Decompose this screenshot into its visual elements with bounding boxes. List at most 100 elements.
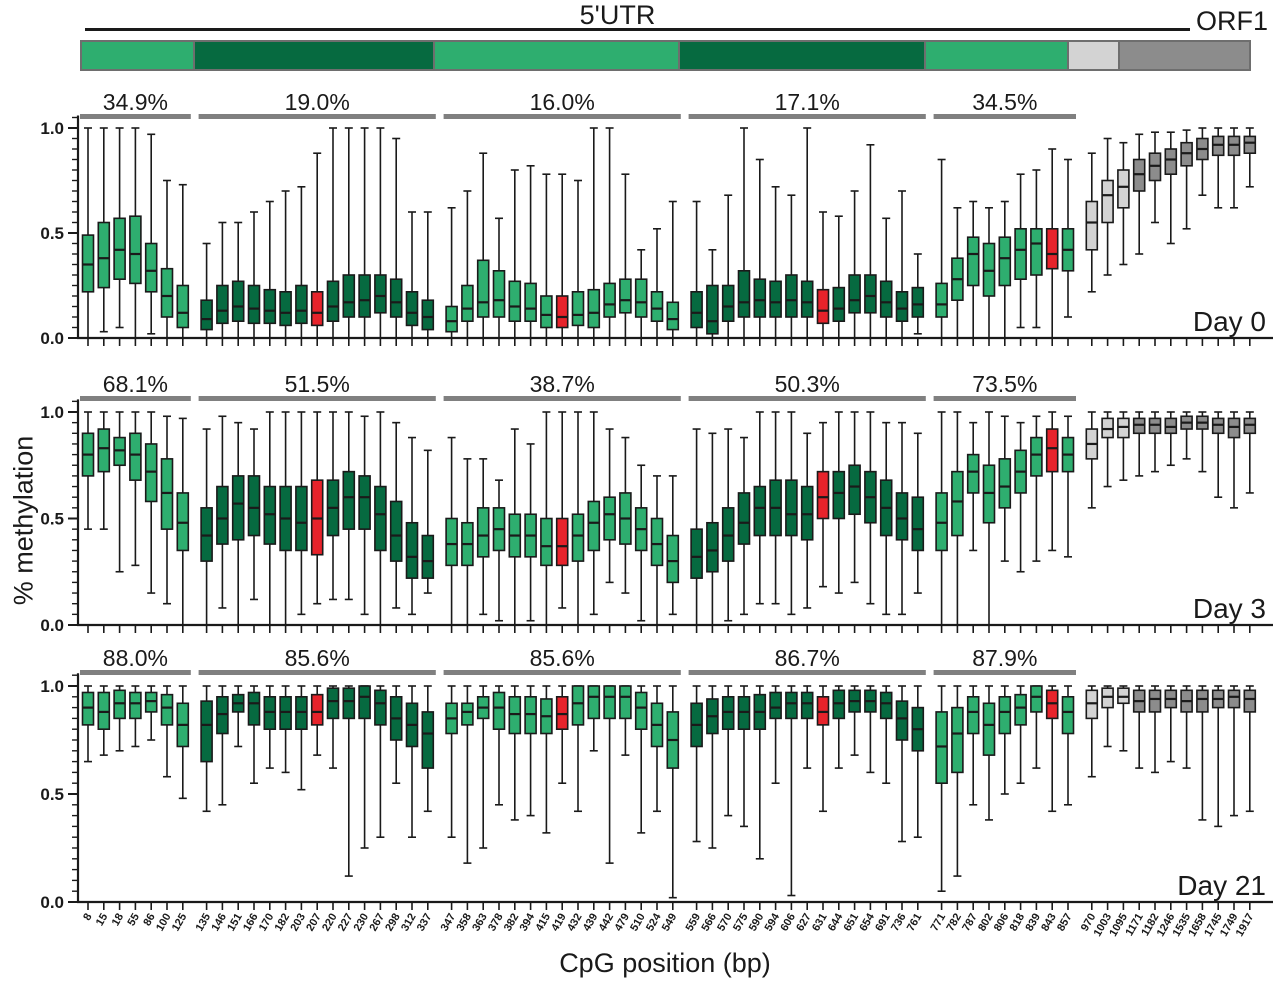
x-tick-label: 415 (533, 912, 553, 934)
x-tick-label: 378 (486, 912, 506, 934)
x-tick-label: 771 (929, 912, 949, 934)
x-tick-label: 125 (170, 912, 190, 934)
x-tick-label: 151 (225, 912, 245, 934)
box-207 (310, 152, 324, 338)
x-tick-label: 736 (889, 912, 909, 934)
x-tick-label: 787 (960, 912, 980, 934)
percent-label-4: 73.5% (972, 371, 1037, 397)
iqr-box (769, 280, 782, 318)
percent-bar-0 (80, 114, 191, 119)
iqr-box (800, 691, 814, 720)
iqr-box (895, 492, 909, 541)
box-818 (1014, 685, 1027, 784)
iqr-box (492, 270, 506, 318)
box-806 (998, 685, 1012, 795)
iqr-box (97, 428, 111, 473)
box-843 (1045, 685, 1059, 813)
box-594 (769, 186, 782, 338)
box-135 (200, 685, 213, 813)
box-312 (405, 685, 419, 838)
x-tick-label: 394 (518, 911, 538, 934)
iqr-box (476, 507, 490, 558)
box-86 (144, 685, 158, 741)
box-382 (508, 428, 522, 625)
box-347 (445, 685, 458, 838)
percent-label-2: 16.0% (530, 89, 595, 115)
box-347 (445, 436, 458, 625)
box-1246 (1164, 131, 1178, 245)
x-tick-label: 207 (304, 912, 324, 934)
iqr-box (508, 280, 522, 323)
iqr-box (1117, 169, 1130, 209)
iqr-box (1014, 693, 1027, 726)
box-382 (508, 169, 522, 338)
box-8 (81, 685, 95, 763)
box-227 (342, 411, 356, 601)
x-tick-label: 802 (976, 912, 996, 934)
iqr-box (832, 470, 846, 520)
percent-label-1: 19.0% (285, 89, 350, 115)
percent-bar-4 (933, 396, 1076, 401)
percent-bar-4 (933, 670, 1076, 675)
box-230 (358, 127, 371, 338)
box-802 (982, 207, 996, 338)
iqr-box (524, 282, 537, 322)
box-55 (129, 411, 142, 567)
iqr-box (216, 485, 229, 545)
iqr-box (1227, 689, 1241, 709)
percent-bar-1 (198, 396, 436, 401)
box-312 (405, 211, 419, 338)
iqr-box (263, 288, 277, 325)
iqr-box (603, 282, 616, 318)
box-736 (895, 421, 909, 616)
x-tick-label: 606 (778, 912, 798, 934)
x-tick-label: 135 (194, 912, 214, 934)
percent-bar-3 (688, 114, 926, 119)
box-439 (587, 411, 601, 616)
box-575 (737, 127, 751, 338)
box-510 (634, 249, 648, 338)
iqr-box (374, 689, 387, 726)
segment-5utr-0 (80, 40, 195, 71)
iqr-box (492, 691, 506, 731)
iqr-box (342, 470, 356, 530)
box-1095 (1117, 685, 1130, 752)
box-570 (721, 428, 735, 622)
box-559 (690, 685, 703, 843)
iqr-box (555, 517, 569, 567)
x-tick-label: 818 (1008, 912, 1028, 934)
box-606 (785, 194, 798, 338)
box-631 (816, 421, 830, 588)
percent-label-0: 88.0% (103, 645, 168, 671)
box-651 (848, 411, 861, 584)
box-839 (1030, 415, 1043, 562)
percent-label-0: 68.1% (103, 371, 168, 397)
box-818 (1014, 421, 1027, 573)
iqr-box (571, 513, 585, 562)
iqr-box (231, 475, 245, 541)
iqr-box (176, 284, 190, 329)
percent-bar-2 (443, 114, 681, 119)
box-220 (326, 127, 340, 338)
box-166 (247, 428, 261, 601)
y-tick-label: 0.0 (40, 616, 64, 634)
box-146 (216, 415, 229, 609)
box-442 (603, 428, 616, 584)
iqr-box (540, 295, 553, 329)
iqr-box (129, 691, 142, 720)
box-1658 (1196, 127, 1209, 196)
iqr-box (879, 280, 893, 318)
iqr-box (358, 274, 371, 318)
box-378 (492, 217, 506, 338)
box-337 (421, 449, 435, 594)
iqr-box (879, 691, 893, 720)
box-839 (1030, 685, 1043, 769)
iqr-box (476, 259, 490, 318)
box-432 (571, 179, 585, 338)
x-tick-label: 654 (857, 911, 877, 934)
iqr-box (247, 284, 261, 325)
x-tick-label: 839 (1023, 912, 1043, 934)
box-394 (524, 443, 537, 622)
day-label-2: Day 21 (1177, 870, 1266, 901)
box-771 (935, 411, 948, 625)
